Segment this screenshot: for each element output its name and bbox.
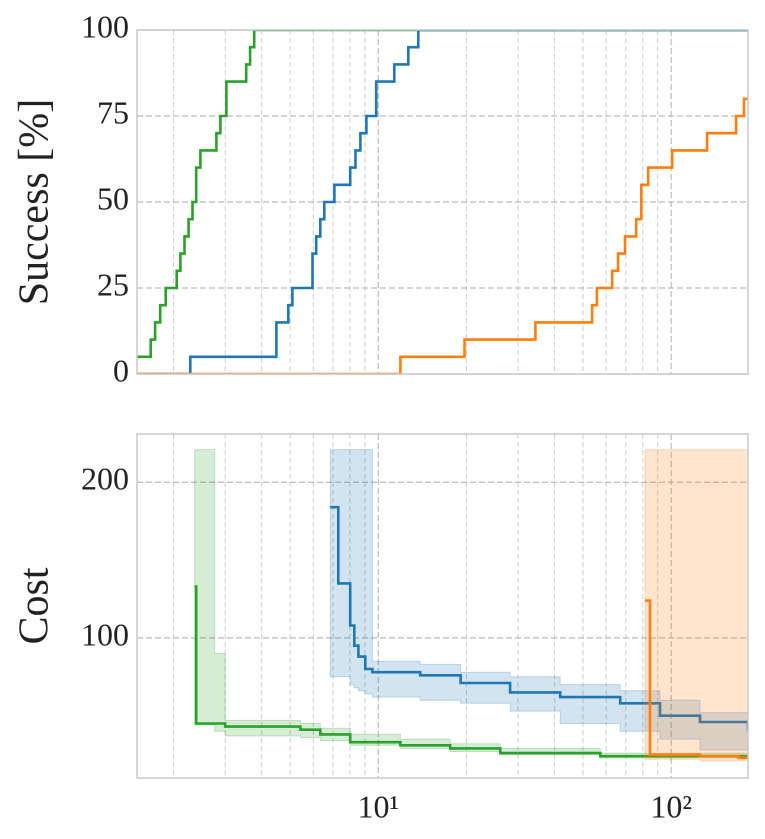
line: [137, 30, 748, 359]
line: [137, 97, 748, 374]
y-tick-label: 50: [97, 180, 129, 216]
line: [194, 585, 748, 760]
band: [644, 449, 748, 762]
y-axis-label: Success [%]: [12, 99, 58, 305]
y-tick-label: 25: [97, 266, 129, 302]
subplot: 10¹ 10² 100 200 Cost: [12, 433, 749, 824]
x-tick-label: 10¹: [357, 788, 399, 824]
plot-area: [137, 30, 748, 374]
y-tick-label: 100: [81, 616, 129, 652]
y-axis-label: Cost: [12, 567, 58, 644]
y-tick-label: 200: [81, 461, 129, 497]
y-tick-label: 100: [81, 8, 129, 44]
y-tick-label: 75: [97, 94, 129, 130]
line: [645, 599, 748, 760]
subplot: 0 25 50 75 100 Success [%]: [12, 8, 749, 388]
y-tick-label: 0: [113, 352, 129, 388]
band: [329, 449, 748, 760]
line: [330, 505, 748, 732]
line: [137, 30, 748, 374]
frame: [136, 29, 749, 375]
x-tick-label: 10²: [650, 788, 692, 824]
plot-area: [194, 449, 748, 762]
band: [194, 449, 748, 761]
frame: [136, 433, 749, 779]
